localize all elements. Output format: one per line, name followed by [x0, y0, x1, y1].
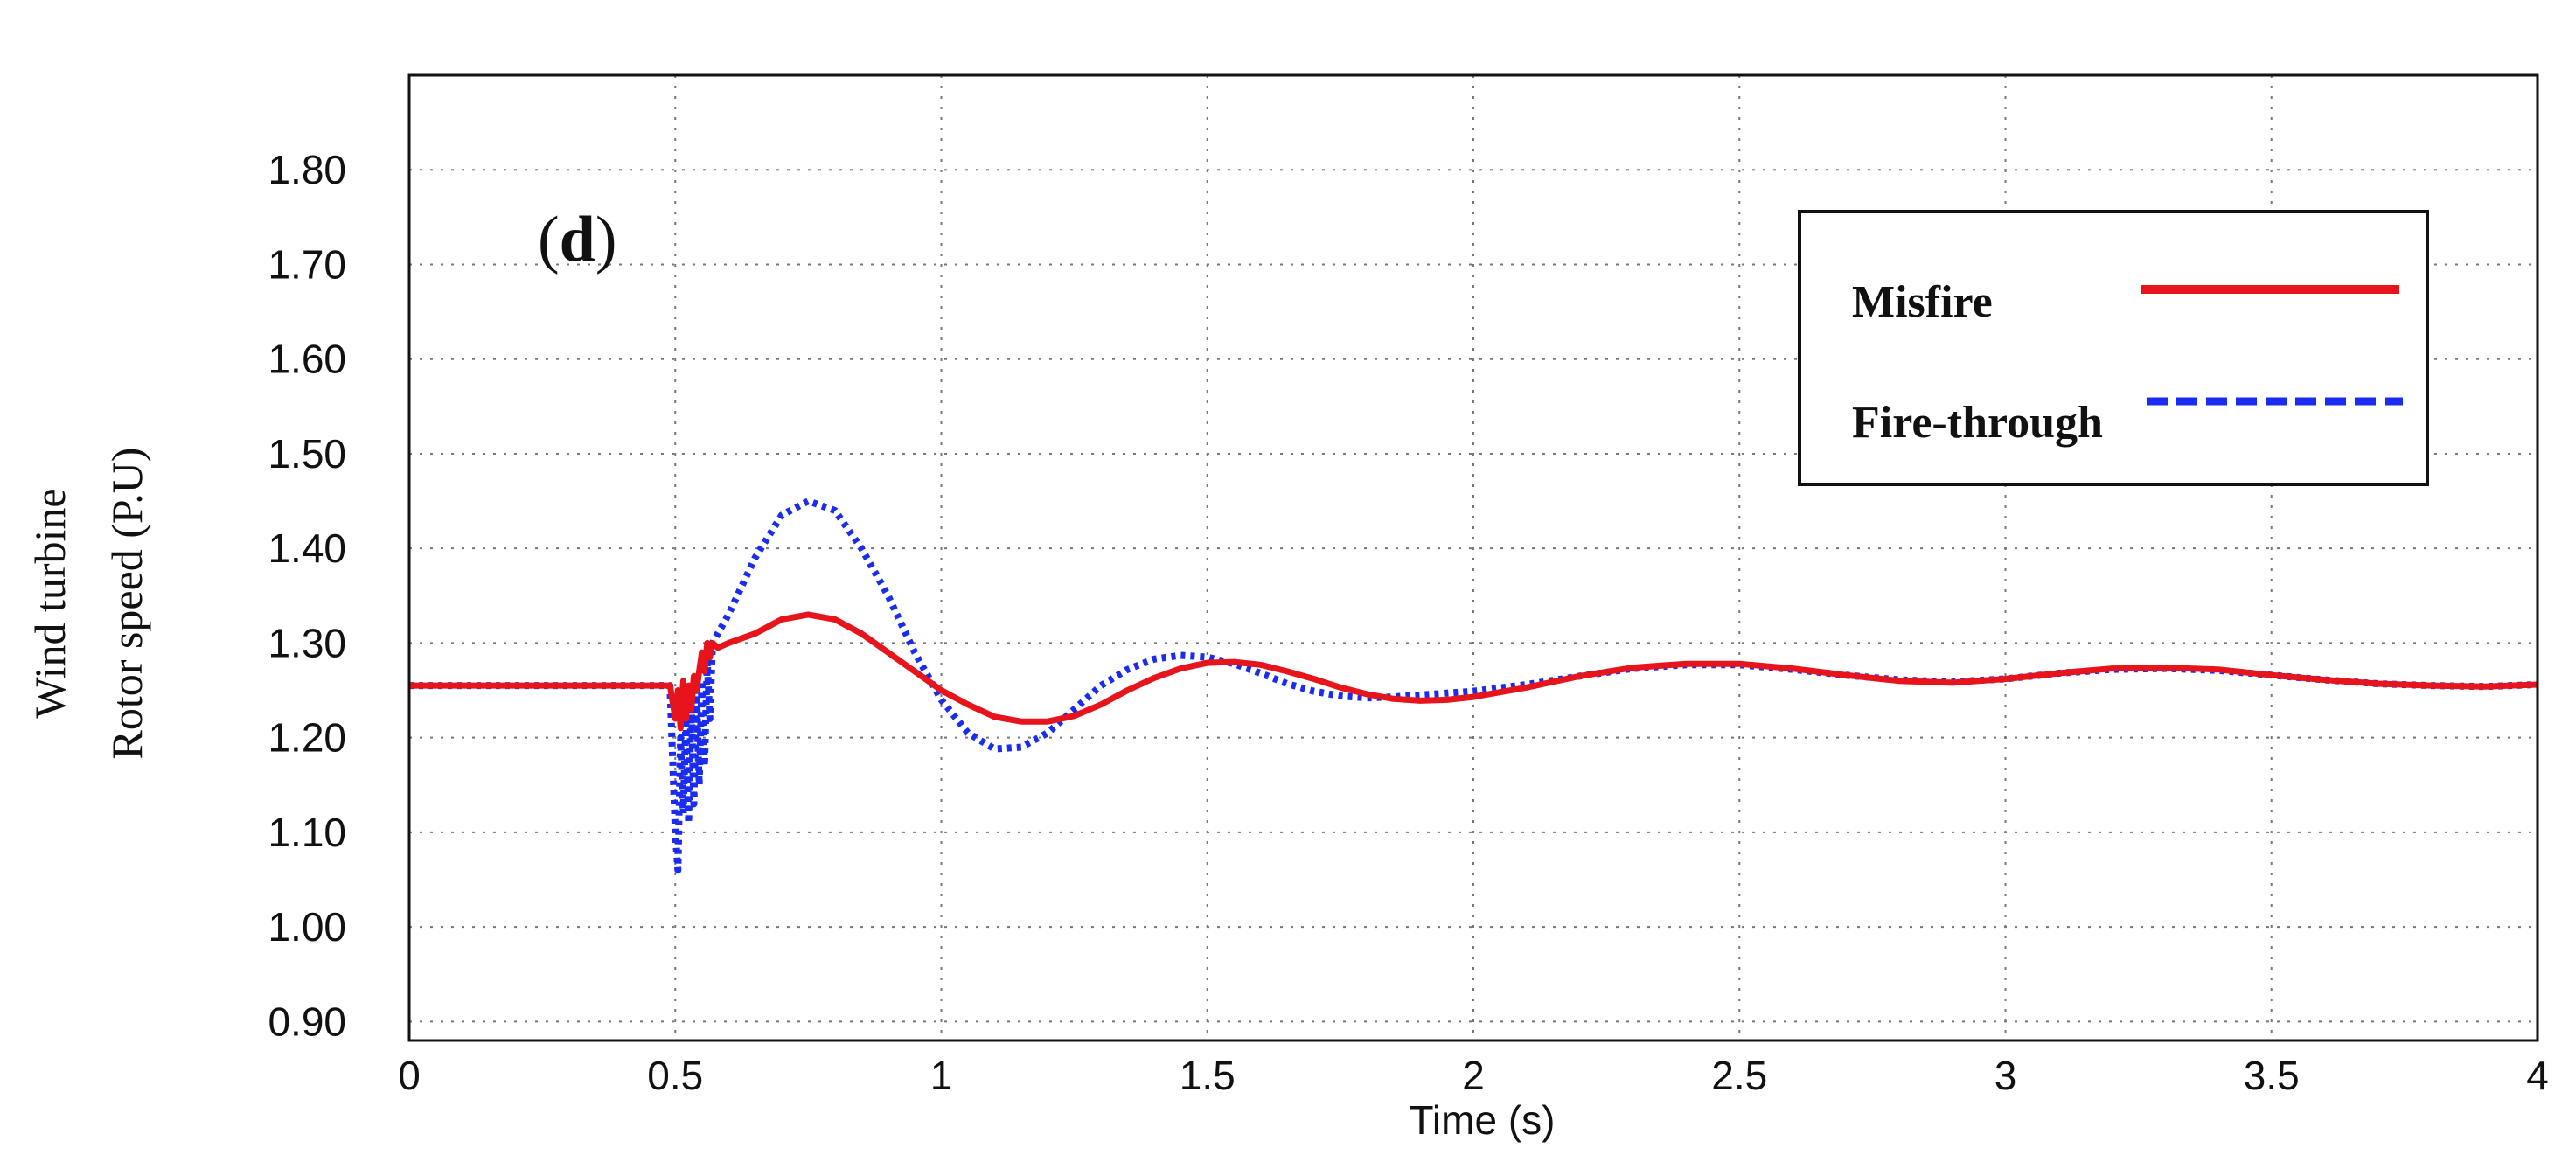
y-tick-label: 1.60 [268, 337, 346, 382]
y-tick-label: 1.50 [268, 431, 346, 477]
y-tick-label: 1.00 [268, 904, 346, 950]
series-line-misfire [409, 611, 2538, 732]
y-tick-label: 1.20 [268, 715, 346, 761]
y-axis-label-line2: Rotor speed (P.U) [102, 448, 151, 760]
x-axis-label: Time (s) [1410, 1097, 1556, 1143]
y-tick-label: 1.30 [268, 620, 346, 665]
x-tick-label: 1.5 [1180, 1053, 1236, 1098]
x-tick-label: 3 [1995, 1053, 2017, 1098]
y-tick-label: 1.80 [268, 147, 346, 192]
y-tick-label: 1.10 [268, 810, 346, 855]
x-tick-label: 3.5 [2244, 1053, 2300, 1098]
plot-frame [407, 73, 2539, 1042]
y-tick-labels: 0.90 1.00 1.10 1.20 1.30 1.40 1.50 1.60 1.70 1.80 [268, 147, 346, 1044]
panel-label-letter: d [560, 204, 595, 275]
legend-label-fire-through: Fire-through [1852, 398, 2103, 448]
x-tick-label: 2.5 [1711, 1053, 1767, 1098]
x-tick-label: 1 [930, 1053, 953, 1098]
panel-label-close: ) [595, 204, 617, 275]
y-tick-label: 0.90 [268, 999, 346, 1044]
x-tick-labels: 0 0.5 1 1.5 2 2.5 3 3.5 4 [398, 1053, 2549, 1098]
x-tick-label: 0 [398, 1053, 421, 1098]
panel-label-open: ( [538, 204, 560, 275]
x-tick-label: 0.5 [647, 1053, 703, 1098]
series-layer [409, 498, 2538, 874]
x-tick-label: 4 [2526, 1053, 2549, 1098]
y-axis-label-line1: Wind turbine [25, 488, 74, 718]
legend: Misfire Fire-through [1798, 210, 2429, 486]
x-tick-label: 2 [1462, 1053, 1485, 1098]
legend-box [1798, 210, 2429, 486]
y-tick-label: 1.70 [268, 241, 346, 287]
y-tick-label: 1.40 [268, 525, 346, 571]
panel-label: (d) [538, 204, 616, 275]
legend-label-misfire: Misfire [1852, 277, 1993, 327]
